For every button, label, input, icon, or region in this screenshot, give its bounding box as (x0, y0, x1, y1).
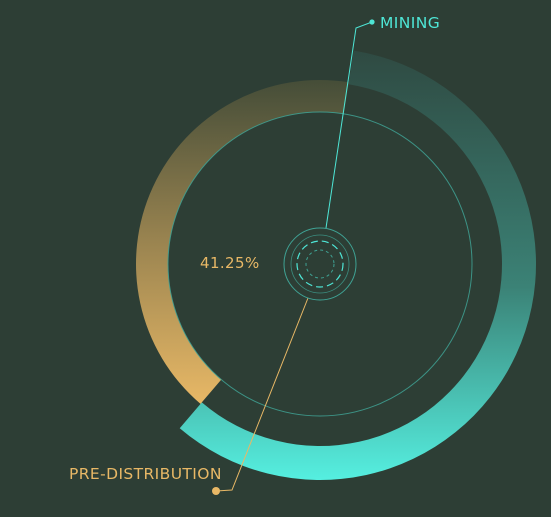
pre-distribution-leader-dot (212, 487, 220, 495)
mining-segment[interactable] (179, 50, 537, 481)
pre-distribution-label: PRE-DISTRIBUTION (69, 465, 222, 483)
pre-distribution-percent: 41.25% (200, 254, 260, 272)
mining-leader-dot (369, 19, 375, 25)
pre-distribution-leader-line (215, 297, 309, 492)
mining-leader-line (325, 21, 373, 229)
pre-distribution-segment[interactable] (135, 79, 349, 404)
inner-guide-ring (167, 111, 473, 417)
mining-label: MINING (380, 14, 441, 32)
center-ornament-icon (283, 227, 357, 301)
